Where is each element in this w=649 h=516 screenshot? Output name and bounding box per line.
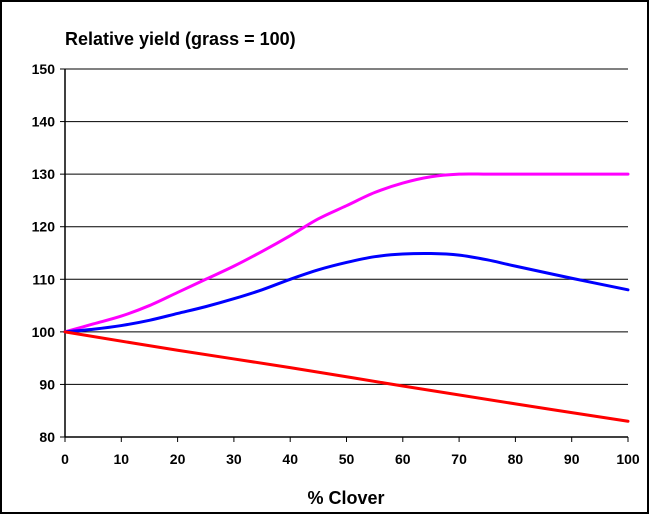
grid-lines <box>65 68 628 385</box>
series-lines <box>63 172 630 423</box>
x-tick-label: 40 <box>282 451 298 467</box>
chart-title: Relative yield (grass = 100) <box>65 29 296 49</box>
x-axis-label: % Clover <box>307 488 384 508</box>
x-tick-label: 100 <box>616 451 640 467</box>
y-axis-ticks: 80 90 100 110 120 130 140 150 <box>32 61 65 445</box>
x-tick-label: 70 <box>451 451 467 467</box>
x-tick-label: 90 <box>564 451 580 467</box>
series-line-magenta <box>63 172 630 334</box>
y-tick-label: 90 <box>39 376 55 392</box>
y-tick-label: 140 <box>32 114 56 130</box>
y-tick-label: 80 <box>39 429 55 445</box>
y-tick-label: 120 <box>32 219 56 235</box>
series-line-blue <box>63 251 630 334</box>
series-line-red <box>63 330 630 423</box>
y-tick-label: 100 <box>32 324 56 340</box>
axes <box>64 69 628 438</box>
x-tick-label: 30 <box>226 451 242 467</box>
x-tick-label: 10 <box>114 451 130 467</box>
x-tick-label: 20 <box>170 451 186 467</box>
y-tick-label: 130 <box>32 166 56 182</box>
x-axis-ticks: 0 10 20 30 40 50 60 70 80 90 100 <box>61 437 640 467</box>
x-tick-label: 80 <box>508 451 524 467</box>
x-tick-label: 50 <box>339 451 355 467</box>
y-tick-label: 150 <box>32 61 56 77</box>
x-tick-label: 0 <box>61 451 69 467</box>
x-tick-label: 60 <box>395 451 411 467</box>
y-tick-label: 110 <box>32 271 55 287</box>
